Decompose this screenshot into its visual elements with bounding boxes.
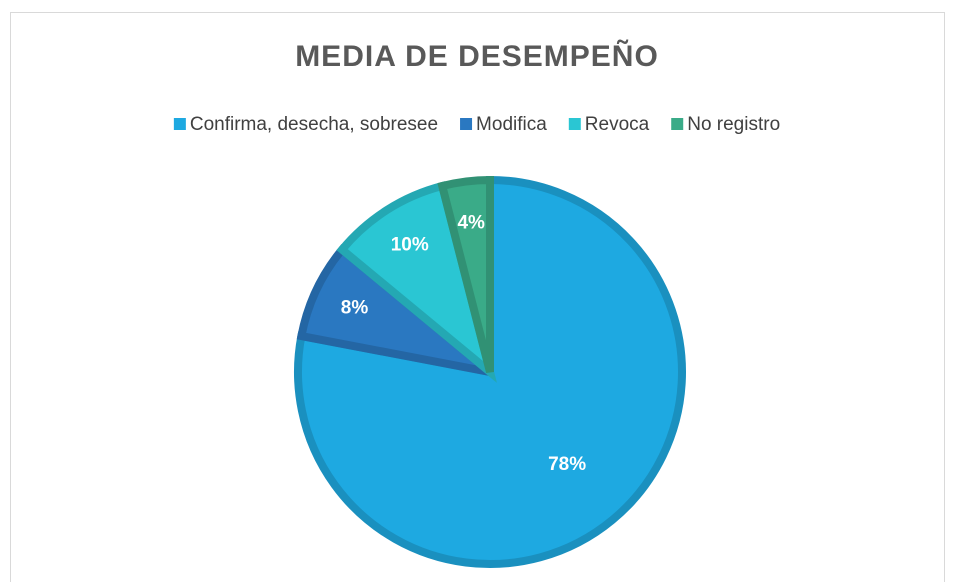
legend-label: No registro [687, 114, 780, 135]
legend-swatch [568, 118, 581, 130]
data-label: 4% [457, 212, 485, 233]
legend-label: Revoca [585, 114, 650, 135]
legend-label: Modifica [476, 114, 547, 135]
data-label: 8% [341, 297, 369, 318]
legend-item: Revoca [568, 114, 650, 135]
pie-slice [294, 175, 686, 568]
legend-swatch [173, 118, 186, 130]
legend-swatch [671, 118, 684, 130]
chart-title: MEDIA DE DESEMPEÑO [295, 39, 659, 73]
legend-label: Confirma, desecha, sobresee [190, 114, 438, 135]
data-label: 78% [548, 454, 586, 475]
legend-item: Modifica [460, 114, 547, 135]
legend-item: Confirma, desecha, sobresee [173, 114, 438, 135]
data-label: 10% [391, 235, 429, 256]
pie-slice [437, 175, 494, 373]
legend-swatch [460, 118, 473, 130]
legend-item: No registro [671, 114, 780, 135]
